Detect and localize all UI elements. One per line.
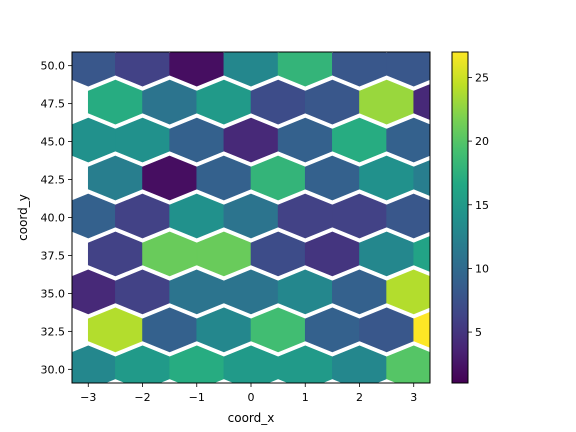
y-tick-label: 32.5 [41,325,66,338]
y-tick-label: 37.5 [41,249,66,262]
hex-cell [386,52,430,87]
y-tick-label: 47.5 [41,98,66,111]
x-tick-label: 3 [410,391,417,404]
hex-cell [414,384,468,428]
hex-cell [386,193,430,239]
hex-cell [522,156,576,200]
x-tick-label: 2 [356,391,363,404]
y-tick-label: 50.0 [41,60,66,73]
y-tick-label: 42.5 [41,174,66,187]
hex-cell [386,345,430,383]
colorbar-tick-label: 5 [475,326,482,339]
y-axis-label: coord_y [16,194,30,241]
hex-cell [495,194,549,238]
hex-cell [522,80,576,124]
colorbar-ticks: 5 10 15 20 25 [468,71,489,339]
x-tick-label: 0 [248,391,255,404]
colorbar-tick-label: 10 [475,262,489,275]
hex-cell [413,84,430,121]
hexbin-cells [72,42,576,428]
y-tick-label: 45.0 [41,136,66,149]
x-tick-label: −2 [134,391,150,404]
x-axis-ticks: −3 −2 −1 0 1 2 3 [80,383,417,404]
y-tick-label: 30.0 [41,363,66,376]
hex-cell [413,160,430,196]
hex-cell [468,80,522,124]
y-tick-label: 35.0 [41,287,66,300]
hex-cell [495,270,549,314]
x-tick-label: 1 [302,391,309,404]
colorbar-tick-label: 15 [475,199,489,212]
hex-cell [468,384,522,428]
hex-cell [386,269,430,315]
hex-cell [305,384,359,428]
hex-cell [522,232,576,276]
hex-cell [413,311,430,348]
colorbar-tick-label: 25 [475,71,489,84]
y-tick-label: 40.0 [41,212,66,225]
hex-cell [359,384,413,428]
hex-cell [495,346,549,390]
hex-cell [522,384,576,428]
hex-cell [413,236,430,272]
hex-cell [386,117,430,163]
hex-cell [549,42,576,86]
y-axis-ticks: 30.0 32.5 35.0 37.5 40.0 42.5 45.0 47.5 50.0 [41,60,72,376]
hex-cell [522,308,576,352]
x-tick-label: −1 [189,391,205,404]
colorbar-tick-label: 20 [475,135,489,148]
hex-cell [549,118,576,162]
x-tick-label: −3 [80,391,96,404]
x-axis-label: coord_x [228,411,275,425]
hex-cell [549,346,576,390]
hex-cell [495,42,549,86]
hex-cell [549,194,576,238]
colorbar [451,51,469,384]
hex-cell [468,156,522,200]
hex-cell [549,270,576,314]
